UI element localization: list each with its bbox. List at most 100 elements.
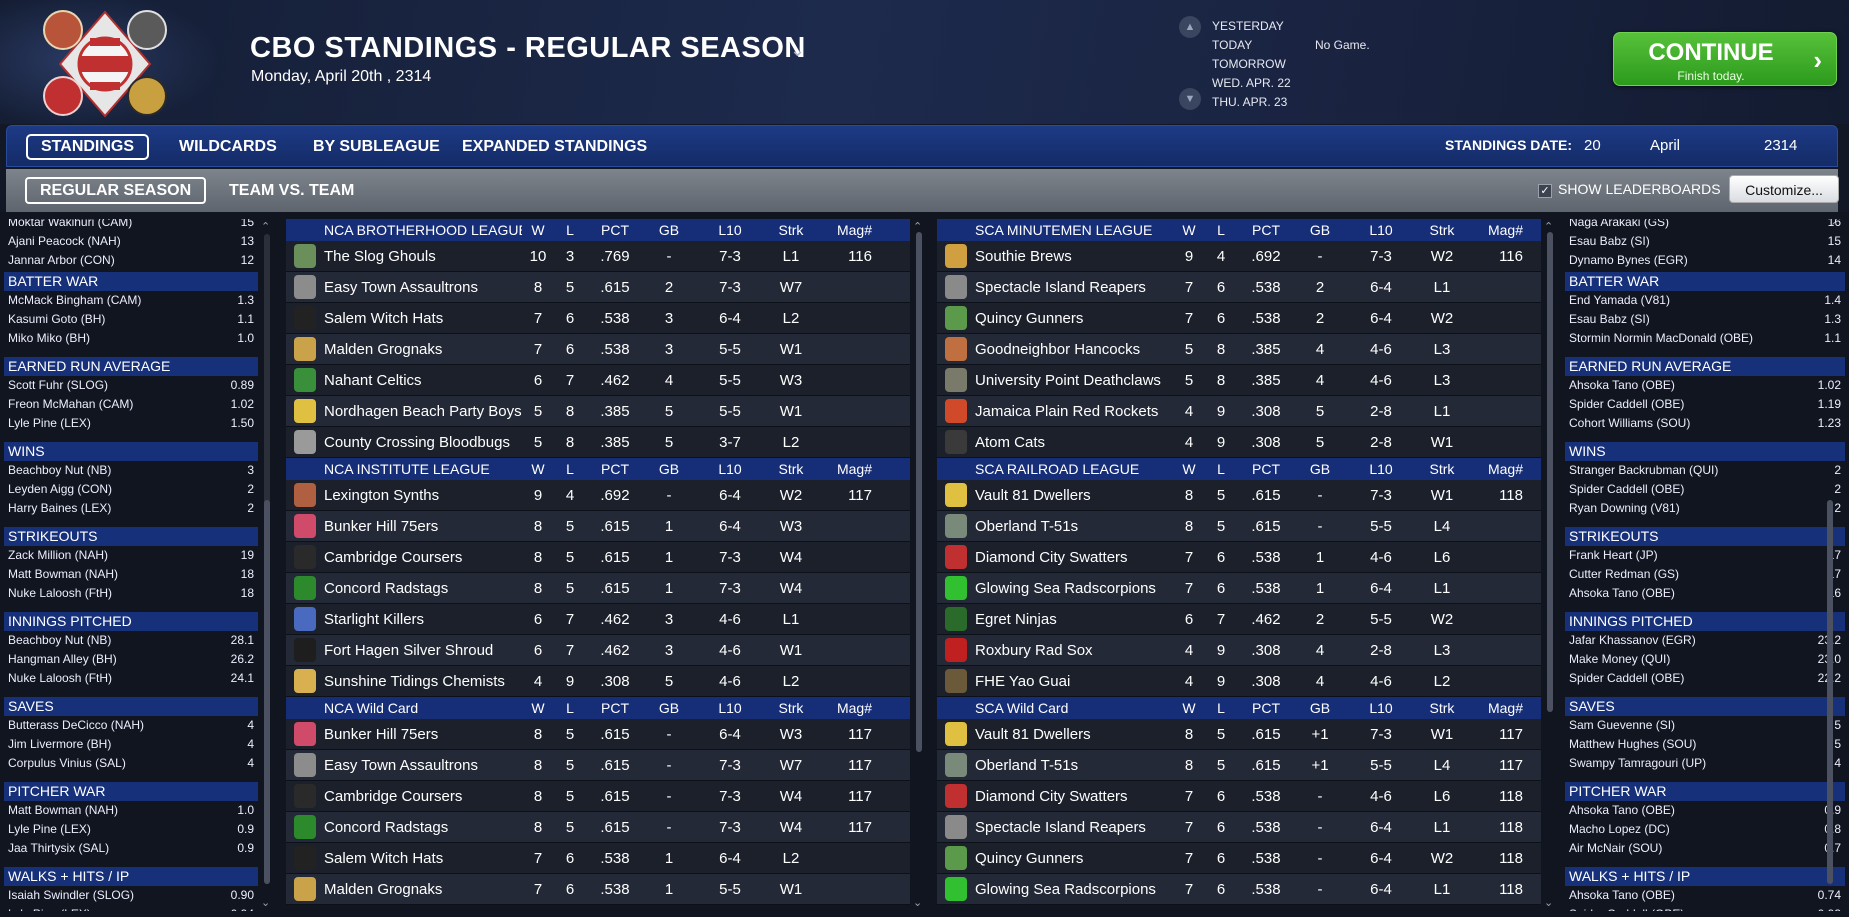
column-header-gb[interactable]: GB: [1309, 700, 1331, 716]
team-name[interactable]: Diamond City Swatters: [975, 548, 1128, 566]
standings-date-day[interactable]: 20: [1584, 137, 1601, 154]
leaderboard-row[interactable]: Jaa Thirtysix (SAL) 0.9: [4, 839, 258, 858]
leaderboard-row[interactable]: Butterass DeCicco (NAH) 4: [4, 716, 258, 735]
leaderboard-row[interactable]: Beachboy Nut (NB) 3: [4, 461, 258, 480]
column-header-strk[interactable]: Strk: [778, 222, 804, 238]
tab-regular-season[interactable]: REGULAR SEASON: [25, 177, 207, 204]
team-name[interactable]: Nahant Celtics: [324, 371, 422, 389]
table-row[interactable]: Quincy Gunners 7 6 .538 2 6-4 W2: [937, 303, 1541, 334]
column-header-w[interactable]: W: [531, 461, 545, 477]
sca-standings-scrollbar[interactable]: [1547, 232, 1553, 712]
column-header-mag[interactable]: Mag#: [1487, 222, 1523, 238]
leaderboard-row[interactable]: Cutter Redman (GS) 17: [1565, 565, 1845, 584]
leaderboard-row[interactable]: Spider Caddell (OBE) 2: [1565, 480, 1845, 499]
scroll-up-icon[interactable]: ⌃: [1830, 221, 1840, 233]
column-header-l[interactable]: L: [1217, 461, 1225, 477]
leaderboard-row[interactable]: Stormin Normin MacDonald (OBE) 1.1: [1565, 329, 1845, 348]
table-row[interactable]: Vault 81 Dwellers 8 5 .615 +1 7-3 W1 117: [937, 719, 1541, 750]
table-row[interactable]: Diamond City Swatters 7 6 .538 1 4-6 L6: [937, 542, 1541, 573]
table-row[interactable]: Glowing Sea Radscorpions 7 6 .538 1 6-4 L1: [937, 573, 1541, 604]
tab-standings[interactable]: STANDINGS: [26, 134, 150, 160]
column-header-l10[interactable]: L10: [1369, 461, 1393, 477]
team-name[interactable]: Oberland T-51s: [975, 756, 1079, 774]
column-header-l[interactable]: L: [1217, 700, 1225, 716]
column-header-strk[interactable]: Strk: [1429, 700, 1455, 716]
right-leaderboard-scroll-thumb[interactable]: [1827, 500, 1833, 884]
leaderboard-row[interactable]: Jim Livermore (BH) 4: [4, 735, 258, 754]
team-name[interactable]: FHE Yao Guai: [975, 672, 1071, 690]
column-header-gb[interactable]: GB: [658, 700, 680, 716]
date-wed-apr-22[interactable]: WED. APR. 22: [1212, 76, 1291, 90]
leaderboard-row[interactable]: Naga Arakaki (GS) 16: [1565, 219, 1845, 232]
team-name[interactable]: Cambridge Coursers: [324, 548, 463, 566]
chevron-down-icon[interactable]: ▼: [1179, 88, 1201, 110]
leaderboard-row[interactable]: Hangman Alley (BH) 26.2: [4, 650, 258, 669]
team-name[interactable]: Malden Grognaks: [324, 880, 443, 898]
column-header-l10[interactable]: L10: [1369, 222, 1393, 238]
leaderboard-row[interactable]: Isaiah Swindler (SLOG) 0.90: [4, 886, 258, 905]
scroll-up-icon[interactable]: ⌃: [1544, 221, 1554, 233]
leaderboard-row[interactable]: Kasumi Goto (BH) 1.1: [4, 310, 258, 329]
column-header-w[interactable]: W: [1182, 700, 1196, 716]
standings-date-year[interactable]: 2314: [1764, 137, 1798, 154]
leaderboard-row[interactable]: Spider Caddell (OBE)22.2: [1565, 669, 1845, 688]
column-header-l[interactable]: L: [566, 222, 574, 238]
team-name[interactable]: Roxbury Rad Sox: [975, 641, 1093, 659]
customize-button[interactable]: Customize...: [1729, 175, 1839, 203]
table-row[interactable]: Cambridge Coursers 8 5 .615 - 7-3 W4 117: [286, 781, 910, 812]
leaderboard-row[interactable]: Jafar Khassanov (EGR)23.2: [1565, 631, 1845, 650]
scroll-down-icon[interactable]: ⌄: [261, 897, 271, 909]
table-row[interactable]: Salem Witch Hats 7 6 .538 1 6-4 L2: [286, 843, 910, 874]
leaderboard-row[interactable]: Nuke Laloosh (FtH) 24.1: [4, 669, 258, 688]
team-name[interactable]: Southie Brews: [975, 247, 1072, 265]
team-name[interactable]: Vault 81 Dwellers: [975, 486, 1091, 504]
left-leaderboard-scroll-thumb[interactable]: [264, 500, 270, 884]
leaderboard-row[interactable]: Spider Caddell (OBE) 0.93: [1565, 905, 1845, 911]
leaderboard-row[interactable]: Nuke Laloosh (FtH) 18: [4, 584, 258, 603]
team-name[interactable]: Bunker Hill 75ers: [324, 517, 439, 535]
date-today[interactable]: TODAY: [1212, 38, 1253, 52]
column-header-w[interactable]: W: [1182, 222, 1196, 238]
table-row[interactable]: Malden Grognaks 7 6 .538 1 5-5 W1: [286, 874, 910, 905]
leaderboard-row[interactable]: Ahsoka Tano (OBE)0.9: [1565, 801, 1845, 820]
leaderboard-row[interactable]: Lyle Pine (LEX) 1.50: [4, 414, 258, 433]
column-header-mag[interactable]: Mag#: [1487, 461, 1523, 477]
table-row[interactable]: Easy Town Assaultrons 8 5 .615 - 7-3 W7 117: [286, 750, 910, 781]
leaderboard-row[interactable]: Frank Heart (JP) 17: [1565, 546, 1845, 565]
table-row[interactable]: Glowing Sea Radscorpions 7 6 .538 - 6-4 L1 118: [937, 874, 1541, 905]
table-row[interactable]: Roxbury Rad Sox 4 9 .308 4 2-8 L3: [937, 635, 1541, 666]
table-row[interactable]: Egret Ninjas 6 7 .462 2 5-5 W2: [937, 604, 1541, 635]
leaderboard-row[interactable]: Harry Baines (LEX) 2: [4, 499, 258, 518]
table-row[interactable]: County Crossing Bloodbugs 5 8 .385 5 3-7 L2: [286, 427, 910, 458]
leaderboard-row[interactable]: Matt Bowman (NAH) 1.0: [4, 801, 258, 820]
table-row[interactable]: Salem Witch Hats 7 6 .538 3 6-4 L2: [286, 303, 910, 334]
column-header-w[interactable]: W: [531, 700, 545, 716]
column-header-mag[interactable]: Mag#: [1487, 700, 1523, 716]
scroll-up-icon[interactable]: ⌃: [913, 221, 923, 233]
table-row[interactable]: Jamaica Plain Red Rockets 4 9 .308 5 2-8 L1: [937, 396, 1541, 427]
team-name[interactable]: Jamaica Plain Red Rockets: [975, 402, 1159, 420]
table-row[interactable]: Easy Town Assaultrons 8 5 .615 2 7-3 W7: [286, 272, 910, 303]
table-row[interactable]: Quincy Gunners 7 6 .538 - 6-4 W2 118: [937, 843, 1541, 874]
chevron-up-icon[interactable]: ▲: [1179, 16, 1201, 38]
leaderboard-row[interactable]: Ahsoka Tano (OBE) 1.02: [1565, 376, 1845, 395]
column-header-pct[interactable]: PCT: [601, 222, 629, 238]
column-header-l[interactable]: L: [566, 461, 574, 477]
scroll-up-icon[interactable]: ⌃: [261, 221, 271, 233]
team-name[interactable]: Concord Radstags: [324, 818, 449, 836]
table-row[interactable]: University Point Deathclaws 5 8 .385 4 4-6 L3: [937, 365, 1541, 396]
table-row[interactable]: Malden Grognaks 7 6 .538 3 5-5 W1: [286, 334, 910, 365]
tab-wildcards[interactable]: WILDCARDS: [179, 138, 277, 155]
column-header-mag[interactable]: Mag#: [836, 461, 872, 477]
table-row[interactable]: Vault 81 Dwellers 8 5 .615 - 7-3 W1 118: [937, 480, 1541, 511]
column-header-pct[interactable]: PCT: [1252, 461, 1280, 477]
leaderboard-row[interactable]: Spider Caddell (OBE) 1.19: [1565, 395, 1845, 414]
table-row[interactable]: Cambridge Coursers 8 5 .615 1 7-3 W4: [286, 542, 910, 573]
leaderboard-row[interactable]: Ajani Peacock (NAH) 13: [4, 232, 258, 251]
leaderboard-row[interactable]: Ahsoka Tano (OBE) 0.74: [1565, 886, 1845, 905]
nca-standings-scrollbar[interactable]: [916, 232, 922, 752]
leaderboard-row[interactable]: Scott Fuhr (SLOG) 0.89: [4, 376, 258, 395]
scroll-down-icon[interactable]: ⌄: [913, 897, 923, 909]
leaderboard-row[interactable]: Matt Bowman (NAH) 18: [4, 565, 258, 584]
show-leaderboards-checkbox[interactable]: ✓: [1538, 184, 1552, 198]
